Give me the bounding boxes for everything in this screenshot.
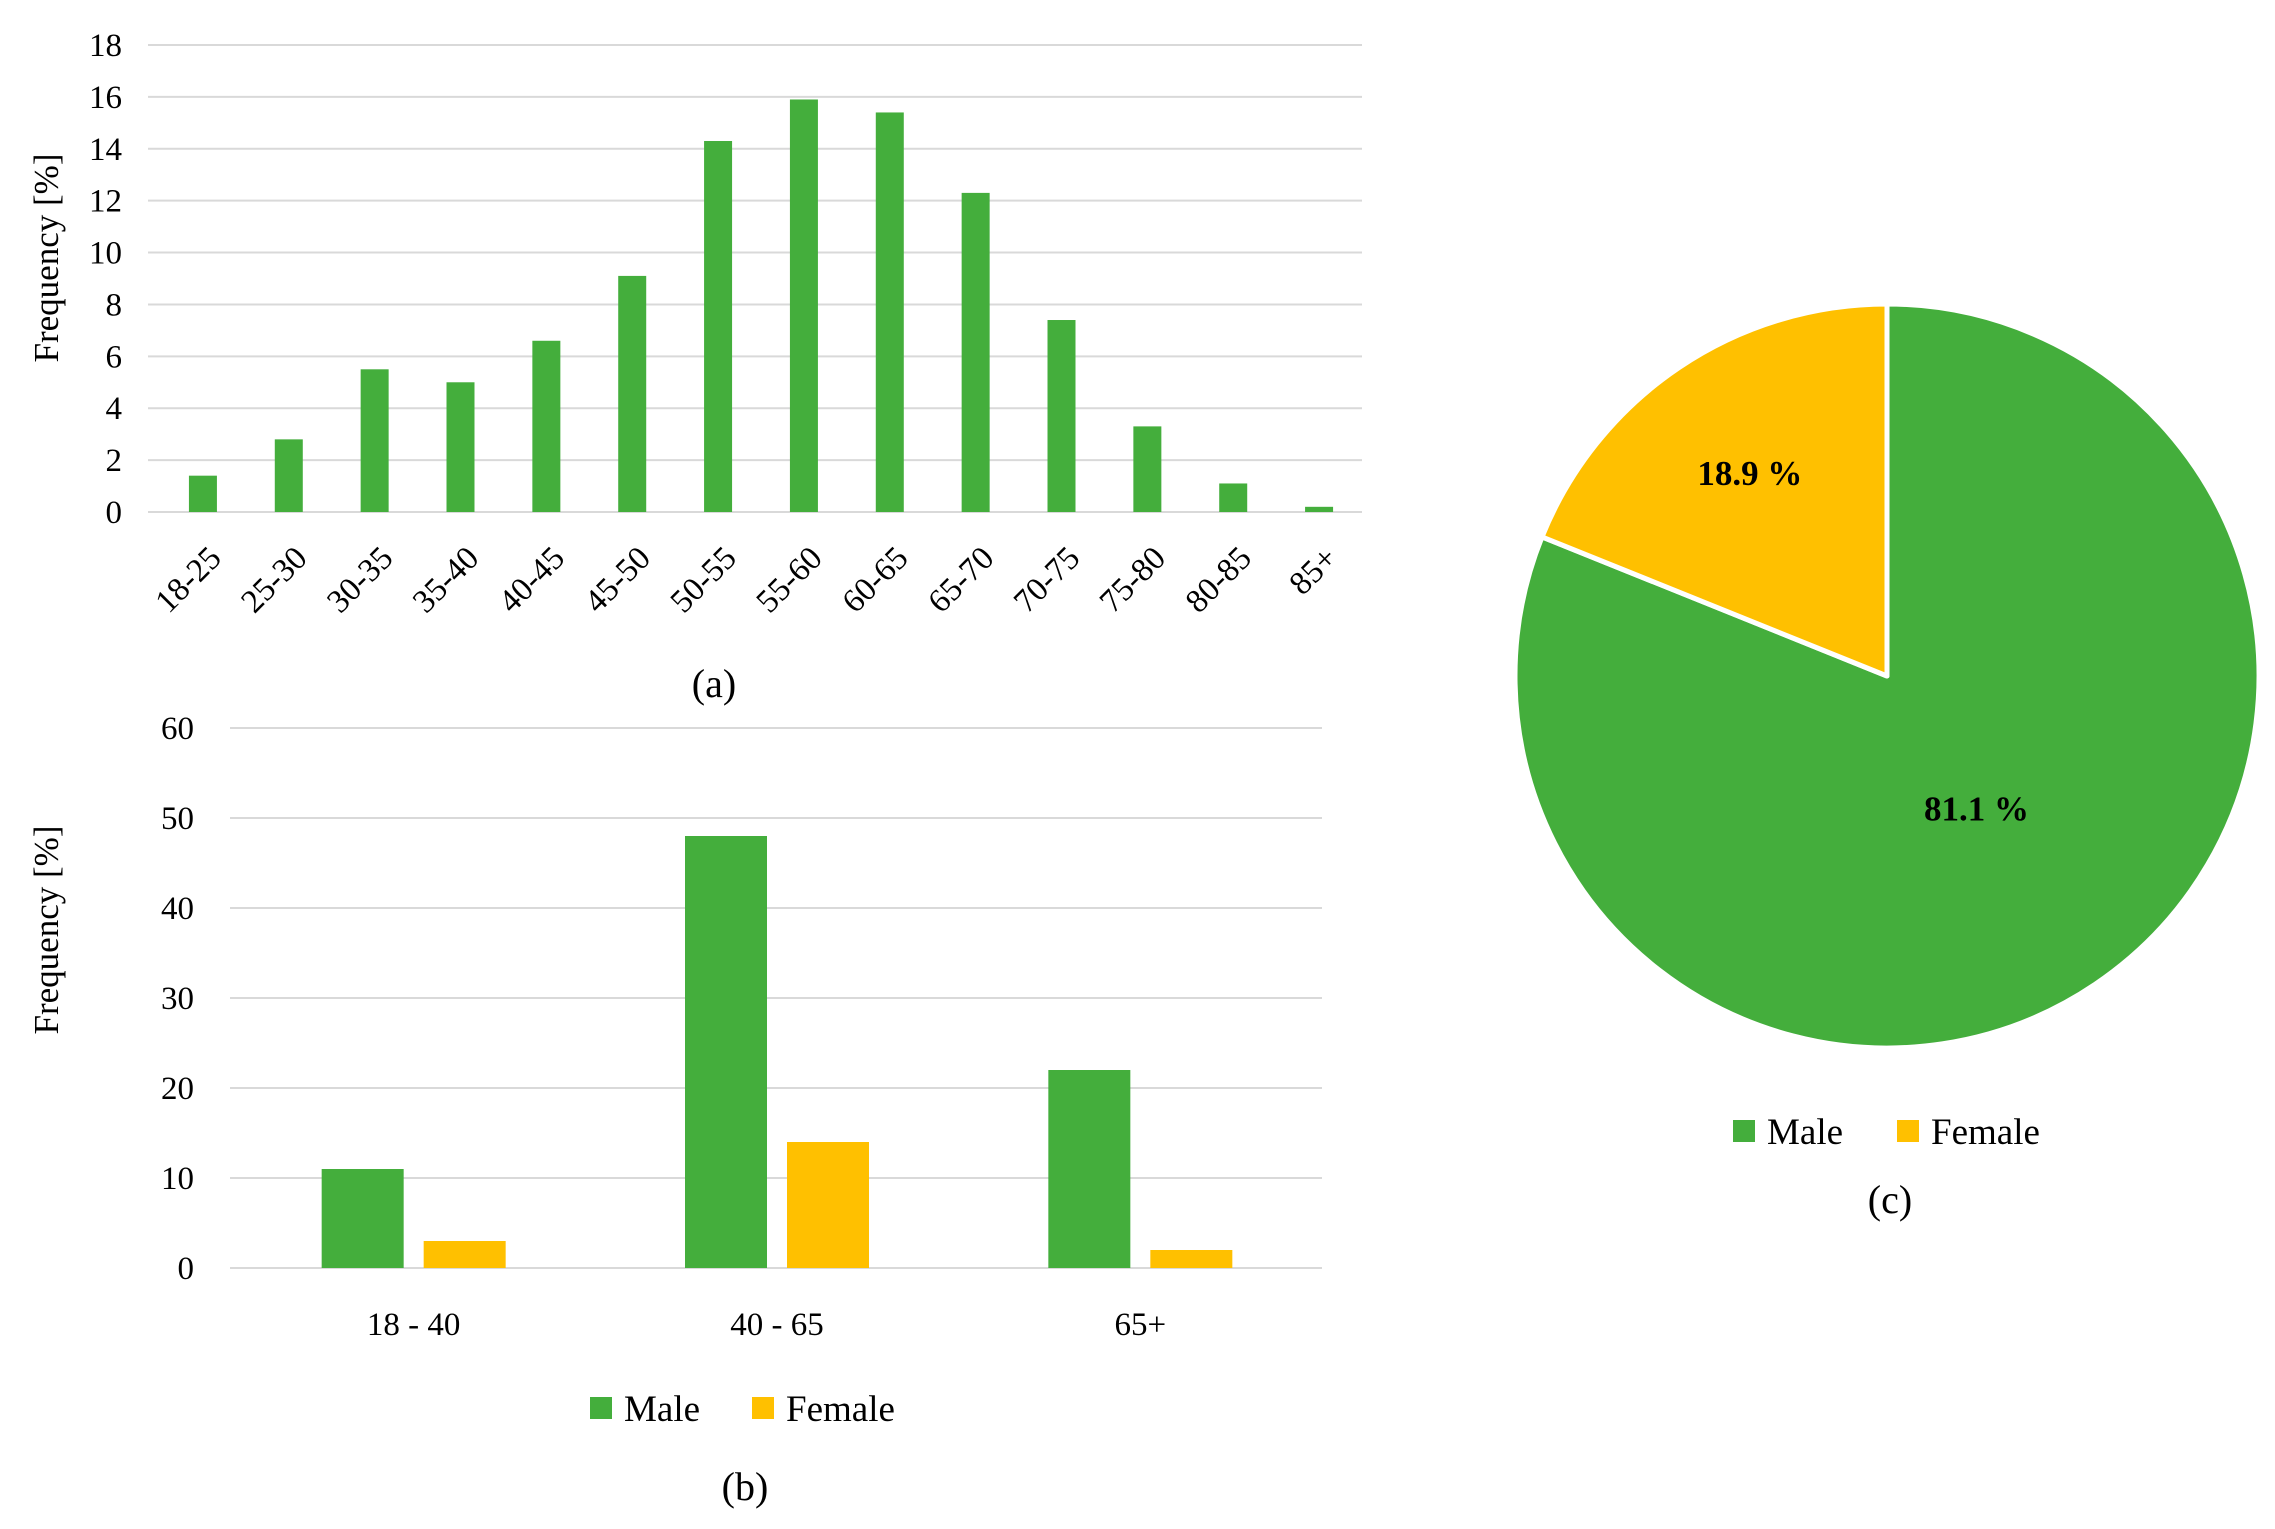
chart-a-bar [618,275,647,512]
chart-a-y-tick-label: 10 [89,236,122,272]
chart-a-bar [1133,426,1162,512]
chart-a-x-tick-label: 60-65 [836,540,916,620]
chart-a-x-tick-label: 40-45 [492,540,572,620]
chart-a-y-tick-label: 18 [89,28,122,64]
chart-b-y-tick-label: 50 [161,801,194,837]
chart-b-legend-male-label: Male [624,1389,700,1430]
chart-a-bars [188,99,1334,512]
chart-b-y-tick-label: 30 [161,981,194,1017]
chart-a-y-tick-label: 16 [89,80,122,116]
chart-a-bar [274,439,303,512]
chart-b-bar-female [423,1241,506,1268]
chart-a-x-tick-label: 80-85 [1179,540,1259,620]
chart-a: 0 2 4 6 8 10 12 14 16 18 18-25 25-30 30-35 35-40 40-4… [27,28,1362,706]
chart-b-y-tick-label: 60 [161,711,194,747]
chart-a-y-tick-label: 12 [89,184,122,220]
chart-a-bar [1305,506,1334,512]
chart-a-x-tick-label: 18-25 [149,540,229,620]
chart-a-y-ticks: 0 2 4 6 8 10 12 14 16 18 [89,28,122,531]
chart-a-x-ticks: 18-25 25-30 30-35 35-40 40-45 45-50 50-55 55-60… [149,540,1345,620]
chart-b-legend-female-label: Female [786,1389,895,1430]
chart-c-slice-male [1512,301,2262,1051]
chart-b-bar-male [1048,1070,1131,1268]
chart-a-x-tick-label: 55-60 [750,540,830,620]
chart-b-gridlines [230,727,1322,1269]
chart-a-x-tick-label: 85+ [1283,540,1345,602]
chart-c-legend: Male Female [1733,1112,2040,1153]
chart-b-bars [321,836,1233,1268]
chart-c-legend-male-label: Male [1767,1112,1843,1153]
chart-a-caption: (a) [692,661,736,706]
chart-a-x-tick-label: 75-80 [1093,540,1173,620]
chart-c-legend-female-swatch [1897,1120,1919,1142]
chart-b-caption: (b) [722,1464,769,1509]
chart-c: 81.1 % 18.9 % Male Female (c) [1512,301,2262,1222]
chart-c-legend-female-label: Female [1931,1112,2040,1153]
chart-c-data-label: 81.1 % [1924,790,2029,829]
chart-a-y-tick-label: 6 [106,339,123,375]
chart-a-x-tick-label: 25-30 [235,540,315,620]
chart-b-bar-female [1150,1250,1233,1268]
chart-b-x-tick-label: 65+ [1115,1307,1167,1343]
chart-a-bar [446,382,475,512]
chart-a-bar [961,192,990,512]
chart-c-slice-female [1539,301,1890,679]
chart-b-x-tick-label: 18 - 40 [367,1307,461,1343]
chart-a-bar [1219,483,1248,512]
chart-a-y-tick-label: 2 [106,443,123,479]
chart-b-y-tick-label: 40 [161,891,194,927]
chart-c-slices [1512,301,2262,1051]
chart-a-y-tick-label: 0 [106,495,123,531]
chart-b: 0 10 20 30 40 50 60 18 - 40 40 - 65 65+ Frequenc… [27,711,1322,1509]
chart-a-bar [789,99,818,512]
chart-a-y-tick-label: 14 [89,132,122,168]
chart-b-y-tick-label: 10 [161,1161,194,1197]
chart-a-bar [532,340,561,512]
chart-b-bar-male [685,836,767,1268]
chart-b-y-ticks: 0 10 20 30 40 50 60 [161,711,194,1287]
chart-b-bar-male [321,1169,404,1268]
chart-a-x-tick-label: 30-35 [320,540,400,620]
chart-a-x-tick-label: 70-75 [1007,540,1087,620]
chart-a-x-tick-label: 45-50 [578,540,658,620]
chart-c-data-labels: 81.1 % 18.9 % [1697,454,2029,829]
chart-c-caption: (c) [1868,1177,1912,1222]
chart-a-bar [1047,320,1076,512]
chart-a-bar [360,369,389,512]
chart-b-legend-male-swatch [590,1397,612,1419]
chart-b-y-tick-label: 0 [178,1251,195,1287]
chart-b-x-ticks: 18 - 40 40 - 65 65+ [367,1307,1166,1343]
chart-a-y-axis-title: Frequency [%] [27,154,66,363]
chart-a-y-tick-label: 8 [106,287,123,323]
chart-c-data-label: 18.9 % [1697,454,1802,493]
chart-a-y-tick-label: 4 [106,391,123,427]
chart-b-legend: Male Female [590,1389,895,1430]
chart-b-legend-female-swatch [752,1397,774,1419]
chart-b-y-axis-title: Frequency [%] [27,826,66,1035]
chart-a-x-tick-label: 35-40 [406,540,486,620]
chart-c-legend-male-swatch [1733,1120,1755,1142]
chart-a-bar [704,140,733,512]
chart-b-x-tick-label: 40 - 65 [730,1307,824,1343]
chart-a-bar [875,112,904,512]
chart-a-x-tick-label: 65-70 [921,540,1001,620]
chart-b-bar-female [787,1142,869,1268]
chart-a-bar [188,475,217,512]
chart-b-y-tick-label: 20 [161,1071,194,1107]
chart-a-x-tick-label: 50-55 [664,540,744,620]
chart-a-gridlines [148,44,1362,513]
